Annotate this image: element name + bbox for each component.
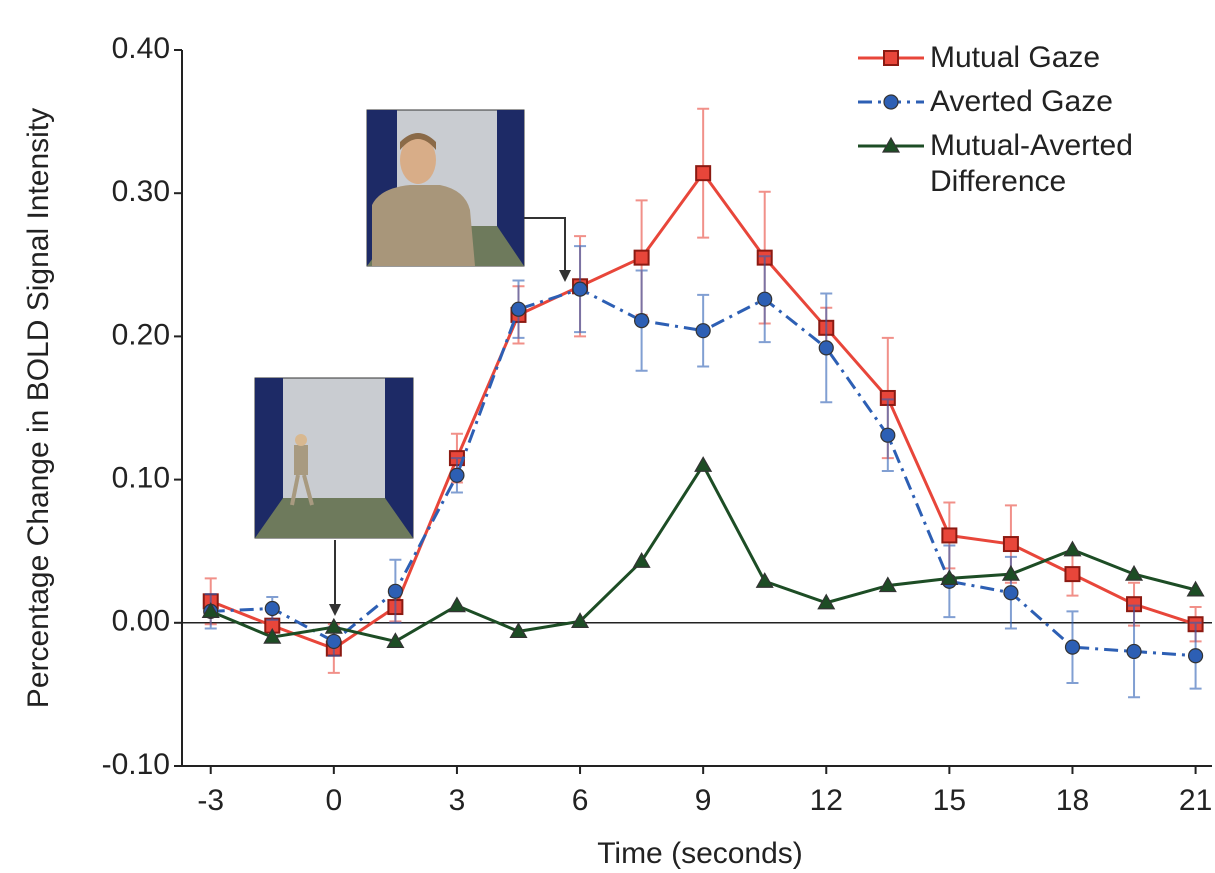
x-tick-label: 12 <box>810 784 843 817</box>
x-tick-label: 3 <box>449 784 466 817</box>
marker <box>571 612 590 628</box>
marker <box>1002 536 1019 553</box>
marker <box>755 572 774 588</box>
marker <box>695 165 712 182</box>
marker <box>572 281 588 297</box>
marker <box>264 600 280 617</box>
legend-swatch <box>858 94 924 110</box>
y-tick-label: 0.40 <box>112 32 170 65</box>
marker <box>1124 564 1144 581</box>
marker <box>326 633 342 650</box>
marker <box>878 576 897 593</box>
legend-swatch <box>858 136 924 153</box>
marker <box>634 313 650 329</box>
x-tick-label: 6 <box>572 784 589 817</box>
marker <box>447 596 466 613</box>
marker <box>880 427 896 443</box>
x-tick-label: 21 <box>1179 784 1212 817</box>
series-line <box>210 287 1196 658</box>
marker <box>695 323 711 339</box>
x-tick-label: -3 <box>197 784 224 817</box>
stimulus-image-near <box>366 109 525 267</box>
y-tick-label: -0.10 <box>102 748 170 781</box>
annotation-arrows <box>329 217 571 616</box>
marker <box>1063 540 1082 557</box>
marker <box>324 617 343 634</box>
stimulus-image-far <box>254 377 414 539</box>
marker <box>757 291 773 307</box>
marker <box>940 569 959 586</box>
legend-swatch <box>858 50 924 66</box>
marker <box>1186 580 1205 597</box>
y-tick-label: 0.10 <box>112 462 170 495</box>
legend-item: Mutual Gaze <box>858 40 1198 76</box>
legend-label: Mutual-Averted Difference <box>930 129 1133 198</box>
legend: Mutual Gaze Averted Gaze Mutual-Averted Di… <box>858 40 1198 208</box>
y-tick-label: 0.30 <box>112 175 170 208</box>
y-tick-label: 0.00 <box>112 605 170 638</box>
legend-marker <box>883 50 899 66</box>
x-tick-label: 15 <box>933 784 966 817</box>
marker <box>509 622 528 638</box>
marker <box>1003 585 1019 601</box>
marker <box>1187 648 1204 664</box>
x-tick-label: 18 <box>1056 784 1089 817</box>
legend-label: Averted Gaze <box>930 85 1113 118</box>
marker <box>201 602 220 618</box>
marker <box>1001 564 1020 581</box>
legend-item: Averted Gaze <box>858 84 1198 120</box>
x-axis-title: Time (seconds) <box>597 837 803 870</box>
legend-label: Mutual Gaze <box>930 41 1101 74</box>
marker <box>941 527 958 544</box>
y-axis-title: Percentage Change in BOLD Signal Intensi… <box>22 108 55 708</box>
marker <box>817 593 836 610</box>
x-tick-label: 9 <box>695 784 712 817</box>
x-tick-label: 0 <box>325 784 342 817</box>
y-tick-label: 0.20 <box>112 318 170 351</box>
marker <box>510 301 527 317</box>
legend-marker <box>881 136 901 153</box>
marker <box>694 456 713 472</box>
marker <box>632 552 651 568</box>
marker <box>633 249 650 266</box>
legend-marker <box>883 94 899 110</box>
marker <box>387 583 403 599</box>
marker <box>263 627 282 644</box>
legend-item: Mutual-Averted Difference <box>858 128 1198 200</box>
marker <box>449 467 465 483</box>
marker <box>386 632 405 649</box>
marker <box>1126 643 1142 660</box>
marker <box>818 340 834 356</box>
marker <box>1064 566 1081 583</box>
marker <box>1064 639 1081 655</box>
